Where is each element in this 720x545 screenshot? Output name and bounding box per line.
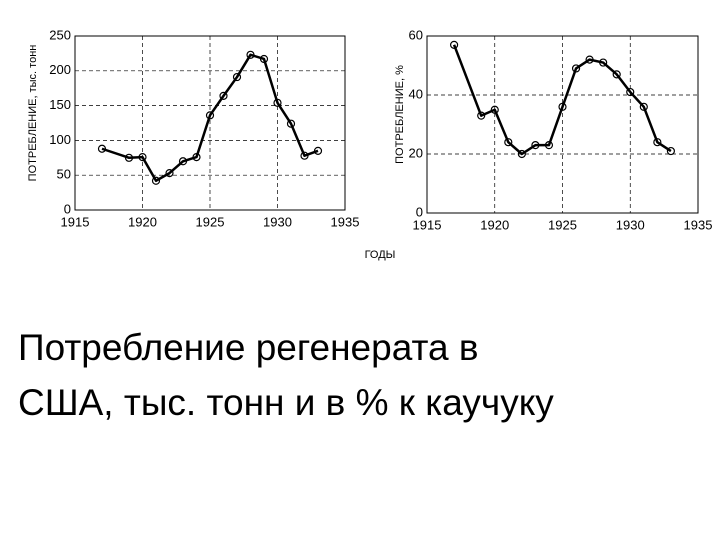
x-tick-label: 1920	[128, 214, 157, 229]
data-point	[571, 64, 581, 73]
data-point	[450, 40, 459, 49]
y-tick-label: 20	[409, 145, 423, 160]
y-tick-label: 0	[64, 201, 71, 216]
x-tick-label: 1930	[263, 214, 292, 229]
data-point	[504, 138, 513, 147]
caption-line: Потребление регенерата в	[18, 327, 479, 368]
y-axis-title: ПОТРЕБЛЕНИЕ, %	[394, 65, 406, 164]
x-tick-label: 1925	[548, 217, 577, 232]
data-point	[97, 144, 107, 153]
data-point	[232, 72, 242, 82]
data-point	[219, 91, 228, 100]
y-axis-title: ПОТРЕБЛЕНИЕ, тыс. тонн	[27, 45, 39, 182]
data-point	[585, 55, 594, 64]
data-point	[599, 58, 608, 67]
data-point	[205, 111, 215, 120]
x-tick-label: 1925	[196, 214, 225, 229]
y-tick-label: 200	[49, 62, 71, 77]
y-tick-label: 100	[49, 132, 71, 147]
data-point	[639, 102, 648, 111]
data-point	[138, 153, 147, 162]
data-point	[666, 146, 676, 156]
x-axis-title: ГОДЫ	[365, 249, 396, 261]
data-point	[517, 149, 526, 159]
y-tick-label: 150	[49, 97, 71, 112]
data-point	[313, 146, 323, 155]
data-point	[259, 54, 269, 64]
data-point	[286, 119, 296, 128]
x-tick-label: 1915	[413, 217, 442, 232]
x-tick-label: 1915	[61, 214, 90, 229]
x-tick-label: 1920	[480, 217, 509, 232]
data-point	[531, 141, 540, 150]
data-point	[490, 105, 499, 114]
y-tick-label: 250	[49, 27, 71, 42]
data-point	[477, 111, 486, 120]
data-point	[124, 153, 134, 162]
data-point	[612, 70, 621, 79]
x-tick-label: 1930	[616, 217, 645, 232]
data-point	[300, 151, 309, 160]
data-point	[273, 98, 282, 107]
data-point	[165, 169, 174, 178]
y-tick-label: 40	[409, 86, 423, 101]
data-point	[151, 176, 161, 185]
data-point	[192, 153, 201, 162]
y-tick-label: 60	[409, 27, 423, 42]
data-point	[653, 138, 662, 147]
x-tick-label: 1935	[331, 214, 360, 229]
y-tick-label: 0	[416, 204, 423, 219]
data-point	[544, 141, 554, 150]
y-tick-label: 50	[57, 167, 71, 182]
caption-line: США, тыс. тонн и в % к каучуку	[18, 382, 554, 423]
data-point	[246, 50, 255, 59]
x-tick-label: 1935	[684, 217, 713, 232]
data-line	[101, 53, 319, 183]
data-line	[452, 44, 672, 156]
data-point	[558, 102, 567, 111]
data-point	[626, 87, 635, 97]
data-point	[178, 157, 188, 166]
